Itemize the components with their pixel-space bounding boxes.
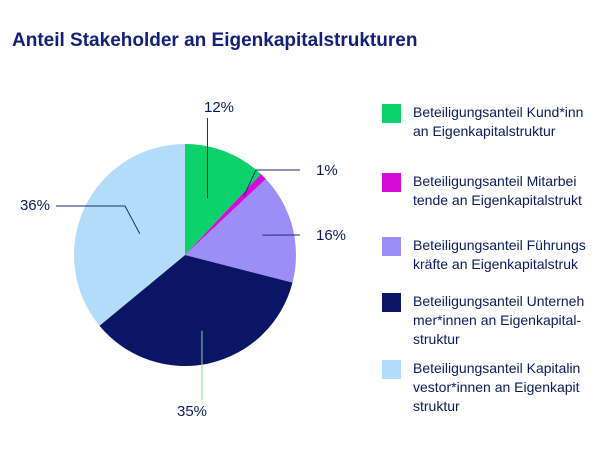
pie-slice-mitarbeitende — [185, 174, 266, 255]
data-label-kapitalinvestorinnen: 36% — [20, 197, 50, 214]
leader-line-mitarbeitende — [243, 169, 300, 197]
data-label-mitarbeitende: 1% — [316, 162, 338, 179]
data-label-fuehrungskraefte: 16% — [316, 227, 346, 244]
leader-line-kapitalinvestorinnen — [56, 205, 141, 234]
pie-slice-fuehrungskraefte — [185, 179, 296, 283]
data-label-unternehmerinnen: 35% — [177, 403, 207, 420]
chart-title: Anteil Stakeholder an Eigenkapitalstrukt… — [12, 30, 418, 51]
data-label-kundinnen: 12% — [204, 99, 234, 116]
pie-slice-kundinnen — [185, 144, 261, 255]
pie-slice-kapitalinvestorinnen — [74, 144, 185, 326]
pie-slice-unternehmerinnen — [99, 255, 293, 366]
